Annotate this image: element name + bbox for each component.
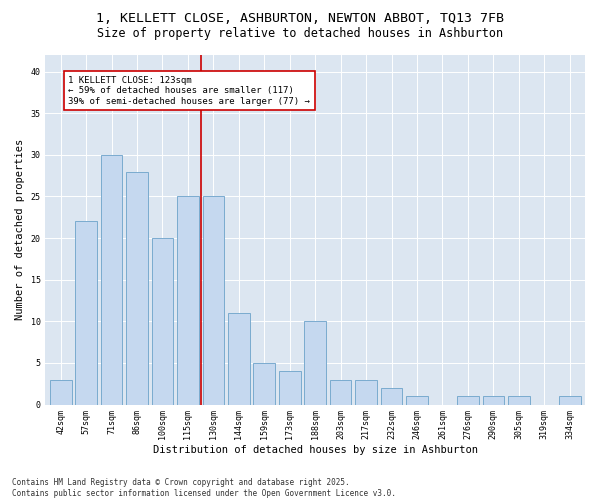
Bar [152,238,173,404]
Bar [330,380,352,404]
Text: 1 KELLETT CLOSE: 123sqm
← 59% of detached houses are smaller (117)
39% of semi-d: 1 KELLETT CLOSE: 123sqm ← 59% of detache… [68,76,310,106]
Bar [228,313,250,404]
Bar [177,196,199,404]
Bar [559,396,581,404]
Bar [253,363,275,405]
Y-axis label: Number of detached properties: Number of detached properties [15,139,25,320]
Bar [508,396,530,404]
Bar [126,172,148,404]
Bar [406,396,428,404]
Bar [279,372,301,404]
Bar [101,155,122,404]
Bar [76,222,97,404]
X-axis label: Distribution of detached houses by size in Ashburton: Distribution of detached houses by size … [153,445,478,455]
Bar [482,396,504,404]
Bar [457,396,479,404]
Bar [355,380,377,404]
Text: 1, KELLETT CLOSE, ASHBURTON, NEWTON ABBOT, TQ13 7FB: 1, KELLETT CLOSE, ASHBURTON, NEWTON ABBO… [96,12,504,26]
Text: Contains HM Land Registry data © Crown copyright and database right 2025.
Contai: Contains HM Land Registry data © Crown c… [12,478,396,498]
Bar [381,388,403,404]
Bar [50,380,71,404]
Bar [304,322,326,404]
Text: Size of property relative to detached houses in Ashburton: Size of property relative to detached ho… [97,28,503,40]
Bar [203,196,224,404]
